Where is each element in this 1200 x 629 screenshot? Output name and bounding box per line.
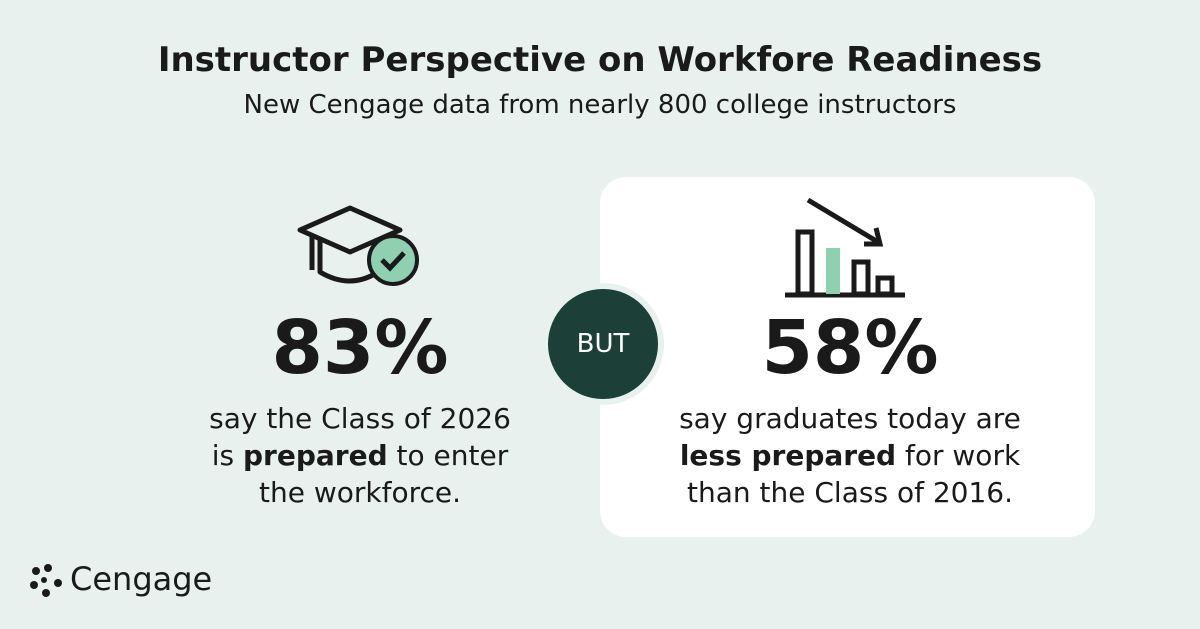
text-line: less prepared for work [640, 437, 1060, 474]
text: for work [896, 439, 1021, 472]
text: the workforce. [258, 476, 461, 509]
title: Instructor Perspective on Workfore Readi… [157, 40, 1043, 80]
decline-chart-icon [785, 197, 905, 298]
text: to enter [387, 439, 509, 472]
text: than the Class of 2016. [687, 476, 1013, 509]
text-line: the workforce. [160, 474, 560, 511]
subtitle: New Cengage data from nearly 800 college… [243, 90, 957, 120]
left-text: say the Class of 2026 is prepared to ent… [160, 400, 560, 511]
text: say graduates today are [679, 402, 1021, 435]
text-line: than the Class of 2016. [640, 474, 1060, 511]
connector-badge: BUT [548, 289, 658, 399]
text-line: say the Class of 2026 [160, 400, 560, 437]
bold-text: prepared [243, 439, 388, 472]
right-stat: 58% [761, 305, 939, 391]
text-line: say graduates today are [640, 400, 1060, 437]
text: say the Class of 2026 [209, 402, 511, 435]
graduation-icon [297, 205, 419, 286]
logo-text: Cengage [70, 560, 213, 598]
text-line: is prepared to enter [160, 437, 560, 474]
left-stat: 83% [271, 305, 449, 391]
right-card [600, 177, 1095, 537]
text: is [211, 439, 244, 472]
logo-mark [30, 564, 62, 597]
bold-text: less prepared [679, 439, 897, 472]
right-text: say graduates today are less prepared fo… [640, 400, 1060, 511]
